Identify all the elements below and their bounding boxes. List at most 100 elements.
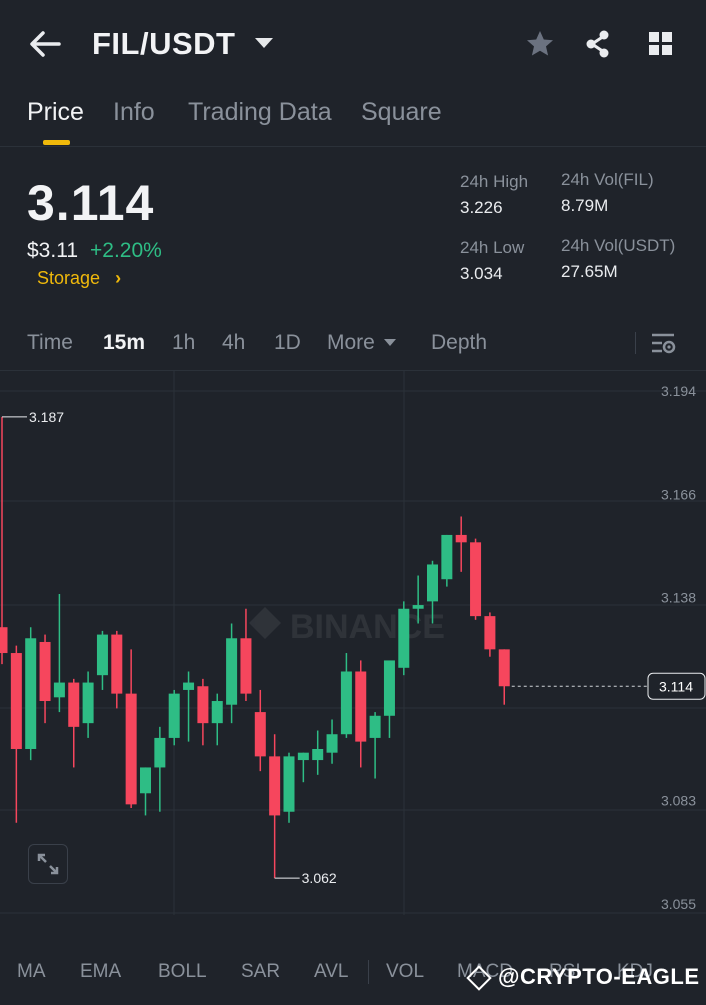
indicator-boll[interactable]: BOLL	[158, 961, 207, 982]
expand-icon	[37, 853, 59, 875]
candle	[68, 678, 80, 768]
tab-info[interactable]: Info	[113, 98, 155, 126]
layout-button[interactable]	[648, 31, 674, 57]
candle-body	[441, 534, 453, 580]
tab-trading-data[interactable]: Trading Data	[188, 98, 332, 126]
candle	[427, 560, 438, 624]
indicator-macd[interactable]: MACD	[457, 961, 513, 982]
candle-body	[168, 693, 180, 738]
candle	[441, 534, 453, 587]
candle	[398, 601, 410, 676]
y-tick-label: 3.138	[661, 590, 696, 606]
candle-body	[340, 671, 352, 735]
low-value: 3.034	[460, 264, 503, 283]
pair-title[interactable]: FIL/USDT	[92, 26, 236, 61]
candle	[383, 660, 395, 738]
indicator-vol[interactable]: VOL	[386, 961, 425, 982]
candle	[111, 630, 123, 709]
candle-body	[470, 542, 482, 617]
tab-price[interactable]: Price	[27, 98, 84, 126]
candle	[254, 689, 266, 772]
interval-1d[interactable]: 1D	[274, 331, 301, 354]
candle-body	[197, 686, 209, 724]
candle	[455, 516, 467, 572]
vol-base-label: 24h Vol(FIL)	[561, 170, 654, 189]
chart-settings-button[interactable]	[650, 331, 676, 355]
tab-square[interactable]: Square	[361, 98, 442, 126]
candle-body	[39, 641, 51, 702]
candle-body	[427, 564, 438, 602]
indicator-ma[interactable]: MA	[17, 961, 46, 982]
candle	[154, 726, 166, 812]
usd-price: $3.11	[27, 239, 78, 262]
indicator-divider	[368, 960, 369, 984]
candle	[355, 660, 367, 768]
candle	[0, 416, 8, 665]
y-tick-label: 3.055	[661, 896, 696, 912]
y-tick-label: 3.083	[661, 793, 696, 809]
candle-body	[269, 756, 281, 816]
back-arrow-icon	[30, 31, 61, 57]
candle	[312, 730, 324, 775]
indicator-rsi[interactable]: RSI	[549, 961, 581, 982]
last-price-box	[647, 672, 706, 700]
candle-body	[53, 682, 65, 698]
candle	[226, 623, 238, 724]
category-tag[interactable]: Storage ›	[37, 268, 121, 289]
vol-base-value: 8.79M	[561, 196, 609, 215]
candle	[168, 689, 180, 746]
indicator-avl[interactable]: AVL	[314, 961, 349, 982]
share-icon	[586, 30, 609, 58]
back-button[interactable]	[28, 28, 62, 60]
high-marker-label: 3.187	[29, 409, 64, 425]
chart-watermark: BINANCE	[249, 607, 445, 646]
chart-top-divider	[0, 370, 706, 371]
interval-depth[interactable]: Depth	[431, 331, 488, 354]
candle	[283, 752, 295, 823]
candle-body	[254, 712, 266, 757]
candle-body	[283, 756, 295, 812]
candle	[39, 634, 51, 724]
candle-body	[484, 616, 496, 650]
active-tab-indicator	[43, 140, 70, 145]
high-label: 24h High	[460, 172, 529, 191]
chevron-down-icon[interactable]	[255, 38, 273, 48]
candle-body	[412, 605, 424, 609]
interval-1h[interactable]: 1h	[172, 331, 196, 354]
candle	[10, 645, 22, 823]
indicator-sar[interactable]: SAR	[241, 961, 281, 982]
interval-15m[interactable]: 15m	[103, 331, 146, 354]
candle	[340, 653, 352, 738]
low-marker-label: 3.062	[302, 870, 337, 886]
chart-grid	[0, 370, 706, 915]
share-button[interactable]	[583, 29, 613, 59]
favorite-button[interactable]	[525, 29, 555, 59]
candle-body	[369, 715, 381, 738]
candle	[269, 734, 281, 879]
candle-body	[10, 653, 22, 749]
interval-time[interactable]: Time	[27, 331, 73, 354]
candle	[197, 678, 209, 746]
last-price-label: 3.114	[659, 678, 693, 694]
price-change: +2.20%	[90, 239, 162, 262]
candlestick-chart[interactable]: BINANCE 3.187 3.062 3.114 3.194 3.166 3.138 3…	[0, 370, 706, 915]
high-value: 3.226	[460, 198, 503, 217]
candle	[326, 719, 338, 764]
candle-body	[140, 767, 151, 794]
indicator-ema[interactable]: EMA	[80, 961, 122, 982]
candle	[470, 538, 482, 620]
candle-body	[383, 660, 395, 716]
settings-sliders-icon	[652, 333, 676, 354]
tabs-divider	[0, 146, 706, 147]
indicator-kdj[interactable]: KDJ	[617, 961, 653, 982]
fullscreen-button[interactable]	[28, 844, 68, 884]
interval-4h[interactable]: 4h	[222, 331, 246, 354]
interval-more[interactable]: More	[327, 331, 375, 354]
candle-body	[211, 701, 223, 724]
candle	[211, 693, 223, 746]
candle	[183, 671, 195, 742]
category-tag-label: Storage	[37, 268, 101, 288]
chevron-down-icon	[384, 339, 396, 346]
candle	[498, 649, 510, 705]
chevron-right-icon: ›	[115, 268, 122, 288]
